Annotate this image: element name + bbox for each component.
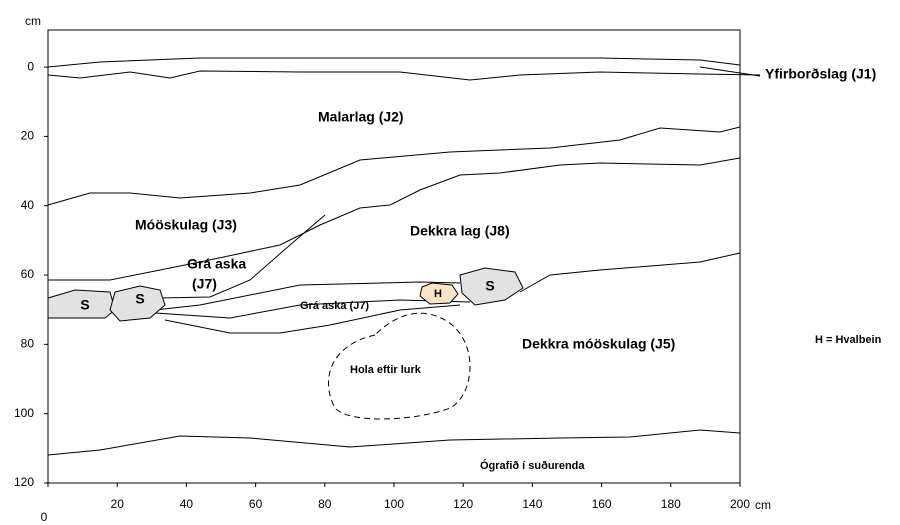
layer-label: Grá aska (J7) <box>300 300 369 312</box>
x-tick-label: 60 <box>249 497 263 511</box>
legend: H = Hvalbein <box>815 334 882 346</box>
y-tick-label: 0 <box>27 59 34 73</box>
j5-bottom <box>47 429 741 456</box>
j8-bottom <box>164 304 461 334</box>
layer-label: Móöskulag (J3) <box>135 217 237 233</box>
j7b-lower <box>154 299 471 319</box>
j1-bottom <box>47 70 761 81</box>
post-hole <box>328 312 471 420</box>
y-tick-label: 120 <box>14 475 34 489</box>
x-tick-label: 0 <box>41 510 48 524</box>
x-tick-label: 140 <box>522 497 542 511</box>
stone-label: S <box>485 278 494 294</box>
j7b-upper <box>154 281 461 311</box>
y-unit: cm <box>25 14 41 28</box>
layer-lines <box>47 57 761 456</box>
frame <box>47 29 741 484</box>
j7-upper <box>159 214 326 299</box>
x-unit: cm <box>755 498 771 512</box>
x-tick-label: 40 <box>180 497 194 511</box>
layer-label: Dekkra lag (J8) <box>410 223 510 239</box>
j8-top <box>48 157 741 281</box>
y-tick-label: 80 <box>21 337 35 351</box>
x-tick-label: 200 <box>730 497 750 511</box>
x-tick-label: 180 <box>661 497 681 511</box>
stone-label: S <box>80 297 89 313</box>
layer-label: Ógrafið í suðurenda <box>480 459 585 472</box>
bone-label: H <box>434 288 442 300</box>
layer-label: Yfirborðslag (J1) <box>765 66 876 82</box>
stone-label: S <box>135 291 144 307</box>
x-tick-label: 120 <box>453 497 473 511</box>
feature-label: Hola eftir lurk <box>350 364 422 376</box>
surface-line <box>47 57 741 68</box>
layer-label: (J7) <box>192 276 217 292</box>
x-tick-label: 100 <box>384 497 404 511</box>
y-tick-label: 20 <box>21 129 35 143</box>
j2-bottom <box>47 126 741 206</box>
y-tick-label: 60 <box>21 267 35 281</box>
x-tick-label: 20 <box>111 497 125 511</box>
layer-label: Malarlag (J2) <box>318 109 404 125</box>
stone <box>459 267 524 306</box>
stone <box>109 285 166 322</box>
j1-pointer <box>699 66 761 77</box>
layer-label: Grá aska <box>187 256 246 272</box>
layer-label: Dekkra móöskulag (J5) <box>522 336 675 352</box>
y-tick-label: 40 <box>21 198 35 212</box>
j5-top <box>519 252 741 293</box>
x-tick-label: 80 <box>318 497 332 511</box>
whale-bone <box>419 282 459 305</box>
x-tick-label: 160 <box>592 497 612 511</box>
y-tick-label: 100 <box>14 406 34 420</box>
